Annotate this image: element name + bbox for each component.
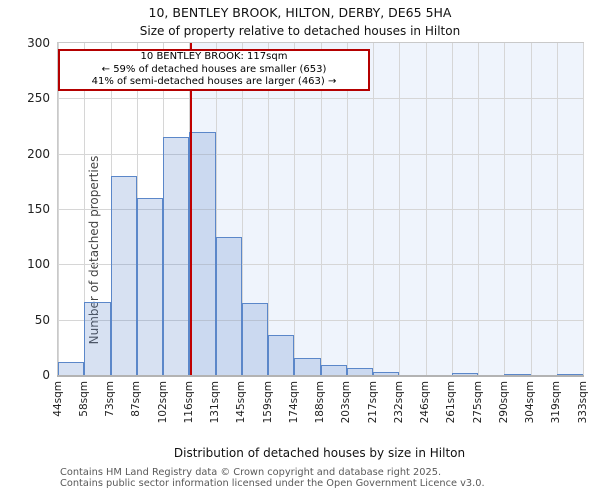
x-tick-label: 333sqm (576, 381, 589, 424)
x-tick-label: 116sqm (182, 381, 195, 424)
bar-159sqm (268, 335, 295, 375)
x-tick-label: 261sqm (445, 381, 458, 424)
gridline-horizontal (58, 153, 583, 155)
x-tick-label: 217sqm (366, 381, 379, 424)
bar-188sqm (320, 365, 347, 375)
bar-73sqm (110, 175, 137, 375)
x-tick-label: 73sqm (104, 381, 116, 417)
y-tick-label: 50 (34, 312, 50, 327)
callout-line-2: ← 59% of detached houses are smaller (65… (101, 63, 327, 75)
x-tick-label: 145sqm (235, 381, 248, 424)
x-tick-label: 159sqm (261, 381, 274, 424)
bar-319sqm (556, 373, 583, 375)
x-tick-label: 304sqm (524, 381, 536, 424)
marker-line (190, 43, 192, 375)
x-tick-label: 203sqm (340, 381, 353, 424)
gridline-horizontal (58, 319, 583, 321)
callout-line-1: 10 BENTLEY BROOK: 117sqm (140, 51, 288, 63)
footer-line-1: Contains HM Land Registry data © Crown c… (60, 467, 442, 478)
y-tick-label: 250 (27, 91, 50, 106)
x-axis-label: Distribution of detached houses by size … (173, 446, 466, 460)
x-tick-label: 188sqm (314, 381, 326, 424)
y-tick-label: 0 (42, 368, 50, 382)
x-axis-line (57, 375, 584, 377)
bar-145sqm (241, 303, 268, 375)
bar-116sqm (189, 131, 216, 375)
x-tick-label: 174sqm (287, 381, 300, 424)
callout-box: 10 BENTLEY BROOK: 117sqm ← 59% of detach… (58, 49, 370, 91)
x-tick-label: 44sqm (51, 381, 64, 417)
footer: Contains HM Land Registry data © Crown c… (60, 467, 485, 489)
x-tick-label: 131sqm (209, 381, 221, 424)
x-tick-label: 87sqm (130, 381, 143, 417)
y-tick-label: 300 (27, 36, 50, 50)
x-tick-label: 232sqm (392, 381, 405, 424)
y-tick-label: 150 (27, 202, 50, 216)
chart-title: 10, BENTLEY BROOK, HILTON, DERBY, DE65 5… (148, 5, 452, 20)
bar-131sqm (215, 236, 242, 375)
x-tick-label: 102sqm (156, 381, 169, 424)
bar-44sqm (58, 361, 85, 375)
gridline-vertical (583, 43, 584, 375)
x-tick-label: 319sqm (550, 381, 563, 424)
bar-58sqm (84, 301, 111, 375)
footer-line-2: Contains public sector information licen… (60, 477, 485, 489)
y-tick-label: 100 (27, 257, 50, 272)
plot-area: 10 BENTLEY BROOK: 117sqm ← 59% of detach… (27, 36, 588, 423)
y-tick-label: 200 (27, 146, 50, 161)
bar-203sqm (346, 368, 373, 375)
bar-217sqm (373, 371, 400, 375)
x-tick-label: 275sqm (471, 381, 484, 424)
gridline-horizontal (58, 209, 583, 210)
bar-174sqm (294, 358, 321, 375)
gridline-horizontal (58, 264, 583, 266)
x-tick-label: 246sqm (419, 381, 431, 424)
callout-line-3: 41% of semi-detached houses are larger (… (91, 76, 337, 88)
bar-102sqm (163, 137, 190, 375)
x-tick-label: 58sqm (77, 381, 90, 417)
gridline-horizontal (58, 98, 583, 100)
x-tick-label: 290sqm (497, 381, 510, 424)
bar-261sqm (451, 372, 478, 375)
bar-290sqm (504, 373, 531, 375)
chart-subtitle: Size of property relative to detached ho… (139, 24, 461, 38)
bar-87sqm (136, 197, 163, 375)
